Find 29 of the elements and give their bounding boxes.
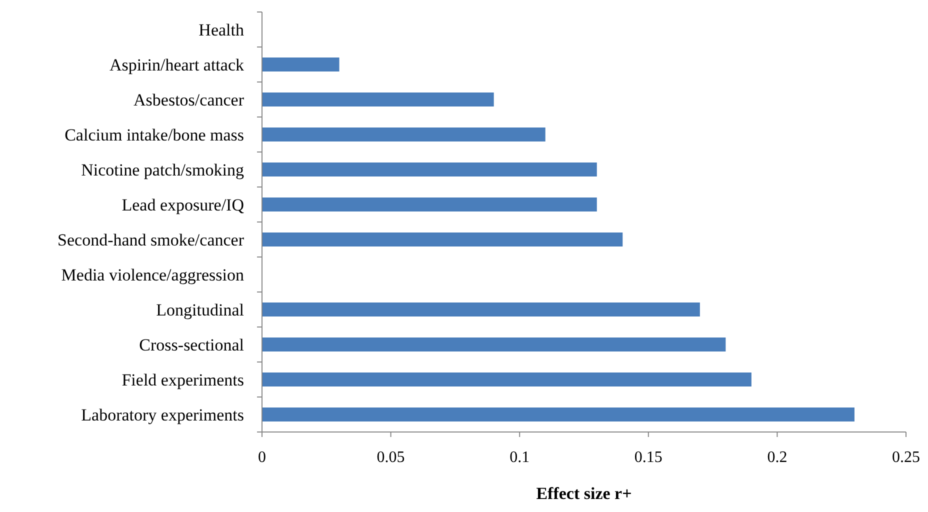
bar <box>262 92 494 106</box>
bar <box>262 232 623 246</box>
x-tick-label: 0.05 <box>376 449 405 466</box>
y-tick-label: Aspirin/heart attack <box>109 55 244 74</box>
x-tick-label: 0 <box>258 449 266 466</box>
y-tick-label: Longitudinal <box>156 300 244 320</box>
y-tick-label: Health <box>198 20 244 40</box>
bar <box>262 372 752 386</box>
y-tick-label: Laboratory experiments <box>81 405 244 424</box>
x-axis-title: Effect size r+ <box>536 484 632 503</box>
x-tick-label: 0.1 <box>510 449 530 466</box>
y-tick-label: Nicotine patch/smoking <box>81 160 244 180</box>
bar <box>262 338 726 352</box>
x-tick-label: 0.25 <box>892 449 920 466</box>
x-tick-label: 0.15 <box>634 449 662 466</box>
bar <box>262 408 854 422</box>
y-tick-label: Calcium intake/bone mass <box>64 125 244 144</box>
bar <box>262 128 546 142</box>
bar <box>262 162 597 176</box>
x-tick-label: 0.2 <box>767 449 788 466</box>
y-tick-label: Field experiments <box>122 370 244 390</box>
y-tick-label: Asbestos/cancer <box>134 90 244 110</box>
bar <box>262 198 597 212</box>
y-tick-label: Second-hand smoke/cancer <box>58 230 244 250</box>
y-tick-label: Cross-sectional <box>139 335 244 354</box>
bar <box>262 58 340 72</box>
y-tick-label: Lead exposure/IQ <box>122 195 244 214</box>
bar <box>262 302 700 316</box>
y-tick-label: Media violence/aggression <box>61 265 244 284</box>
